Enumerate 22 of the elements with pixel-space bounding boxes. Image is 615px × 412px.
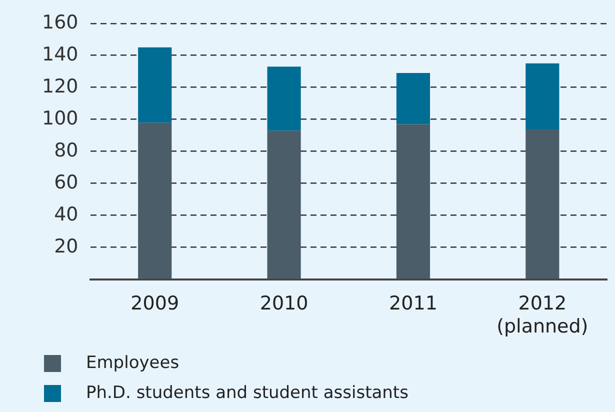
bar <box>138 122 172 279</box>
y-tick-label: 120 <box>42 75 78 98</box>
legend-label: Ph.D. students and student assistants <box>86 383 408 403</box>
x-tick-label: 2009 <box>130 292 180 315</box>
x-tick-label: 2012 (planned) <box>496 292 588 338</box>
y-tick-label: 60 <box>54 171 78 194</box>
bar <box>526 129 560 279</box>
bar <box>267 130 301 279</box>
y-tick-label: 20 <box>54 235 78 258</box>
bar <box>267 66 301 131</box>
bar <box>396 73 430 124</box>
x-tick-label: 2011 <box>389 292 438 315</box>
y-tick-label: 100 <box>42 107 78 130</box>
legend-label: Employees <box>86 353 180 373</box>
y-tick-label: 160 <box>42 11 78 34</box>
y-tick-label: 80 <box>54 139 78 162</box>
bar <box>138 47 172 123</box>
bar <box>396 124 430 279</box>
x-tick-label: 2010 <box>260 292 308 315</box>
y-tick-label: 140 <box>42 43 78 66</box>
y-tick-label: 40 <box>54 203 78 226</box>
bar <box>526 63 560 129</box>
